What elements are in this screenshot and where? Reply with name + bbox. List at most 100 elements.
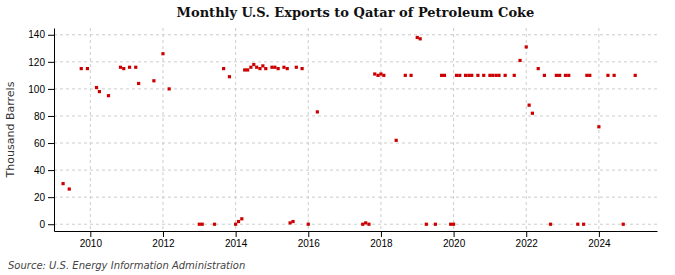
point bbox=[373, 72, 376, 75]
point bbox=[525, 45, 528, 48]
title: Monthly U.S. Exports to Qatar of Petrole… bbox=[177, 5, 535, 20]
point bbox=[307, 223, 310, 226]
point bbox=[476, 74, 479, 77]
point bbox=[255, 66, 258, 69]
point bbox=[558, 74, 561, 77]
tick-mark bbox=[454, 231, 455, 237]
tick: 2010 bbox=[80, 231, 103, 249]
point bbox=[395, 139, 398, 142]
tick-mark bbox=[308, 231, 309, 237]
point bbox=[128, 66, 131, 69]
point bbox=[273, 66, 276, 69]
point bbox=[622, 223, 625, 226]
grid-line bbox=[54, 88, 657, 89]
point bbox=[528, 104, 531, 107]
point bbox=[409, 74, 412, 77]
point bbox=[434, 223, 437, 226]
point bbox=[201, 223, 204, 226]
tick: 2012 bbox=[152, 231, 175, 249]
tick-mark bbox=[526, 231, 527, 237]
grid-line bbox=[380, 28, 381, 231]
point bbox=[564, 74, 567, 77]
tick-label: 0 bbox=[39, 219, 45, 230]
tick-mark bbox=[48, 62, 54, 63]
point bbox=[98, 90, 101, 93]
point bbox=[613, 74, 616, 77]
tick-label: 2012 bbox=[152, 238, 175, 249]
point bbox=[582, 223, 585, 226]
tick-label: 2010 bbox=[80, 238, 103, 249]
point bbox=[264, 67, 267, 70]
grid-line bbox=[54, 61, 657, 62]
tick-mark bbox=[48, 89, 54, 90]
point bbox=[291, 220, 294, 223]
annotation: Source: U.S. Energy Information Administ… bbox=[8, 260, 245, 271]
grid-line bbox=[598, 28, 599, 231]
point bbox=[95, 86, 98, 89]
y-axis: 020406080100120140 bbox=[28, 29, 54, 232]
point bbox=[152, 79, 155, 82]
point bbox=[161, 52, 164, 55]
axis-line bbox=[55, 231, 658, 232]
point bbox=[61, 182, 64, 185]
tick-label: 100 bbox=[28, 84, 45, 95]
grid-line bbox=[308, 28, 309, 231]
point bbox=[198, 223, 201, 226]
grid-line bbox=[54, 115, 657, 116]
tick-mark bbox=[48, 170, 54, 171]
point bbox=[455, 74, 458, 77]
point bbox=[243, 68, 246, 71]
tick-mark bbox=[48, 143, 54, 144]
point bbox=[464, 74, 467, 77]
grid-line bbox=[54, 143, 657, 144]
point bbox=[80, 67, 83, 70]
point bbox=[597, 125, 600, 128]
point bbox=[237, 220, 240, 223]
point bbox=[286, 67, 289, 70]
point bbox=[289, 221, 292, 224]
tick-mark bbox=[381, 231, 382, 237]
point bbox=[137, 82, 140, 85]
chart: 2010201220142016201820202022202402040608… bbox=[0, 0, 675, 275]
x-axis: 20102012201420162018202020222024 bbox=[55, 231, 658, 249]
tick: 2022 bbox=[516, 231, 539, 249]
point bbox=[504, 74, 507, 77]
tick: 60 bbox=[34, 138, 54, 149]
tick-mark bbox=[48, 35, 54, 36]
tick: 40 bbox=[34, 165, 54, 176]
point bbox=[567, 74, 570, 77]
point bbox=[134, 66, 137, 69]
grid-line bbox=[235, 28, 236, 231]
point bbox=[107, 94, 110, 97]
tick-mark bbox=[48, 116, 54, 117]
tick-mark bbox=[599, 231, 600, 237]
point bbox=[531, 112, 534, 115]
point bbox=[258, 67, 261, 70]
point bbox=[452, 223, 455, 226]
plot-area bbox=[61, 36, 636, 226]
point bbox=[497, 74, 500, 77]
point bbox=[68, 187, 71, 190]
tick-label: 80 bbox=[34, 111, 46, 122]
tick-label: 140 bbox=[28, 29, 45, 40]
tick: 140 bbox=[28, 29, 54, 40]
tick-label: 2018 bbox=[370, 238, 393, 249]
point bbox=[634, 74, 637, 77]
point bbox=[295, 66, 298, 69]
point bbox=[549, 223, 552, 226]
tick-label: 2022 bbox=[516, 238, 539, 249]
tick-label: 60 bbox=[34, 138, 46, 149]
point bbox=[168, 87, 171, 90]
point bbox=[119, 66, 122, 69]
point bbox=[458, 74, 461, 77]
point bbox=[585, 74, 588, 77]
point bbox=[440, 74, 443, 77]
grid bbox=[54, 28, 657, 231]
tick: 20 bbox=[34, 192, 54, 203]
tick-mark bbox=[236, 231, 237, 237]
tick: 2018 bbox=[370, 231, 393, 249]
tick-mark bbox=[48, 197, 54, 198]
tick: 80 bbox=[34, 111, 54, 122]
tick-mark bbox=[90, 231, 91, 237]
tick: 0 bbox=[39, 219, 54, 230]
